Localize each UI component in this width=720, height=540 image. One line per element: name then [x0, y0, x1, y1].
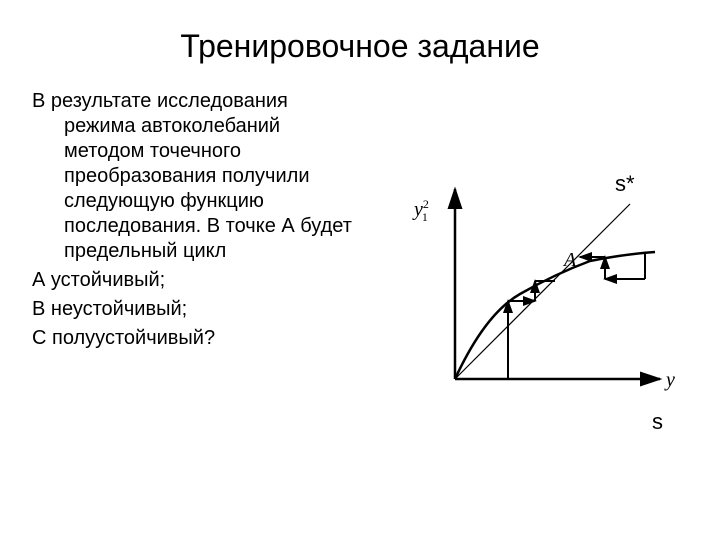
- content-area: В результате исследования режима автокол…: [0, 89, 720, 355]
- diagram-column: s* y21 A y: [360, 89, 700, 355]
- question-column: В результате исследования режима автокол…: [20, 89, 360, 355]
- option-a: А устойчивый;: [32, 268, 352, 293]
- label-s: s: [652, 409, 663, 435]
- page-title: Тренировочное задание: [0, 0, 720, 89]
- succession-diagram: [400, 149, 700, 429]
- succession-curve: [455, 252, 655, 379]
- option-c: С полуустойчивый?: [32, 326, 352, 351]
- diagonal-line: [455, 204, 630, 379]
- option-b: В неустойчивый;: [32, 297, 352, 322]
- question-text: В результате исследования режима автокол…: [32, 89, 352, 264]
